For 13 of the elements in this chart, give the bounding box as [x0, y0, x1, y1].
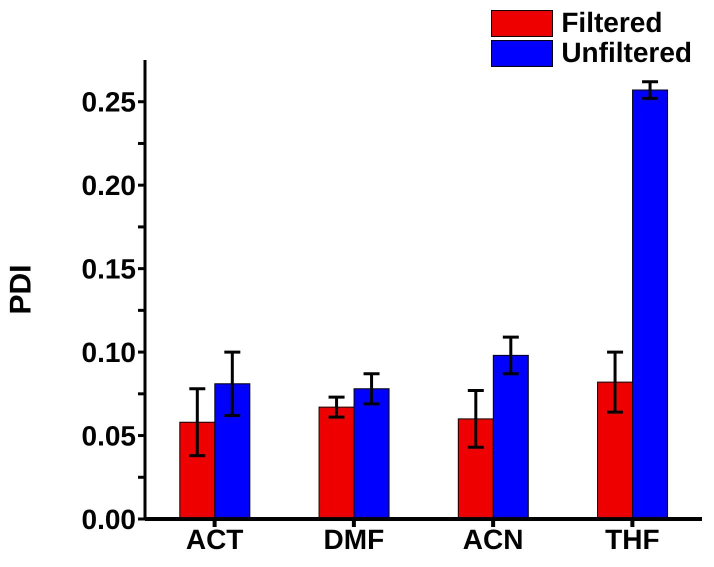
y-tick-label: 0.05	[82, 420, 136, 452]
x-tick-label: DMF	[324, 524, 384, 555]
y-tick-label: 0.10	[82, 337, 136, 368]
x-tick-label: THF	[605, 524, 660, 555]
legend-label: Unfiltered	[561, 37, 692, 69]
y-tick-label: 0.15	[82, 254, 136, 285]
x-tick-label: ACN	[462, 524, 524, 555]
y-tick-label: 0.20	[82, 170, 136, 202]
x-tick-label: ACT	[186, 524, 244, 555]
y-tick-label: 0.25	[82, 86, 136, 118]
y-tick-label: 0.00	[82, 504, 136, 535]
legend-label: Filtered	[561, 7, 662, 39]
y-axis-title: PDI	[4, 264, 38, 315]
